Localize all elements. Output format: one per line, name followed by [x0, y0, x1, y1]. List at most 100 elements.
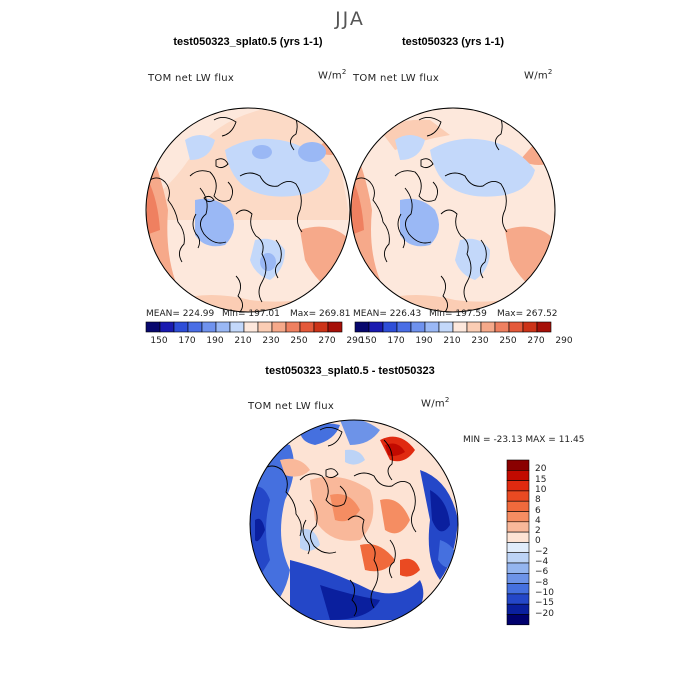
map-a-outline	[145, 107, 351, 313]
colorbar-b-swatch	[410, 321, 426, 333]
map-panel-a	[145, 107, 351, 313]
colorbar-b-swatch	[522, 321, 538, 333]
map-panel-b	[350, 107, 556, 313]
colorbar-a-swatch	[159, 321, 175, 333]
colorbar-c-tick-label: 8	[535, 495, 541, 506]
colorbar-c-swatch	[506, 469, 530, 481]
colorbar-a-swatch	[327, 321, 343, 333]
colorbar-c-tick-label: −6	[535, 567, 549, 578]
panel-a-min: Min= 197.01	[222, 309, 280, 319]
colorbar-a-tick-label: 210	[234, 336, 252, 346]
panel-c-title: test050323_splat0.5 - test050323	[265, 365, 435, 377]
colorbar-c-tick-label: 4	[535, 515, 541, 526]
colorbar-b-swatch	[368, 321, 384, 333]
panel-a-mean-value: 224.99	[182, 309, 215, 319]
colorbar-c-swatch	[506, 552, 530, 564]
colorbar-b-tick-label: 210	[443, 336, 461, 346]
colorbar-c-tick-label: −4	[535, 557, 549, 567]
colorbar-b	[354, 321, 552, 333]
colorbar-c-tick-label: 20	[535, 464, 547, 475]
panel-a-max-value: 269.81	[319, 309, 351, 319]
colorbar-c-swatch	[506, 583, 530, 595]
colorbar-c-tick-label: 6	[535, 505, 541, 516]
colorbar-a-tick-label: 190	[206, 336, 224, 346]
panel-c-stats: MIN = -23.13 MAX = 11.45	[463, 435, 584, 445]
panel-a-mean-label: MEAN=	[146, 309, 180, 319]
panel-b-max: Max= 267.52	[497, 309, 558, 319]
colorbar-a-swatch	[299, 321, 315, 333]
colorbar-b-swatch	[536, 321, 552, 333]
panel-b-units: W/m2	[524, 68, 553, 81]
panel-c-units: W/m2	[421, 396, 450, 409]
figure-title: JJA	[335, 8, 365, 30]
colorbar-b-tick-label: 270	[527, 336, 545, 346]
panel-b-min-value: 197.59	[455, 309, 487, 319]
colorbar-c-swatch	[506, 500, 530, 512]
panel-a-max-label: Max=	[290, 309, 317, 319]
colorbar-b-tick-label: 230	[471, 336, 489, 346]
colorbar-b-swatch	[508, 321, 524, 333]
panel-c-variable-label: TOM net LW flux	[248, 401, 335, 412]
panel-c-max-label: MAX =	[525, 435, 556, 445]
map-a-coastlines	[149, 109, 303, 312]
colorbar-a-swatch	[173, 321, 189, 333]
colorbar-c-tick-label: 10	[535, 484, 547, 495]
colorbar-b-swatch	[494, 321, 510, 333]
panel-c-units-base: W/m	[421, 398, 445, 410]
panel-a-units-exp: 2	[341, 68, 347, 76]
colorbar-a-swatch	[201, 321, 217, 333]
colorbar-c-tick-label: −15	[535, 598, 554, 609]
panel-c-max-value: 11.45	[558, 435, 585, 445]
panel-a-min-value: 197.01	[248, 309, 280, 319]
colorbar-a-swatch	[285, 321, 301, 333]
colorbar-a-swatch	[257, 321, 273, 333]
colorbar-a	[145, 321, 343, 333]
colorbar-c-tick-label: 0	[535, 536, 541, 547]
colorbar-a-swatch	[187, 321, 203, 333]
map-panel-c	[249, 419, 459, 629]
colorbar-c-swatch	[506, 490, 530, 502]
colorbar-a-tick-label: 250	[290, 336, 308, 346]
panel-b-title: test050323 (yrs 1-1)	[401, 36, 505, 48]
panel-b-units-exp: 2	[547, 68, 553, 76]
panel-a-units-base: W/m	[318, 70, 342, 82]
panel-b-mean-value: 226.43	[389, 309, 422, 319]
panel-b-stats: MEAN= 226.43	[353, 309, 421, 319]
colorbar-c-swatch	[506, 542, 530, 554]
panel-a-min-label: Min=	[222, 309, 246, 319]
colorbar-b-tick-label: 250	[499, 336, 517, 346]
map-b-outline	[350, 107, 556, 313]
panel-b-max-value: 267.52	[526, 309, 558, 319]
colorbar-c-tick-label: −20	[535, 608, 554, 619]
colorbar-a-tick-label: 290	[346, 336, 364, 346]
panel-a-max: Max= 269.81	[290, 309, 351, 319]
colorbar-b-tick-label: 290	[555, 336, 573, 346]
colorbar-c-swatch	[506, 614, 530, 626]
panel-b-max-label: Max=	[497, 309, 524, 319]
panel-a-units: W/m2	[318, 68, 347, 81]
colorbar-c-tick-label: 15	[535, 474, 547, 485]
map-b-coastlines	[354, 109, 508, 312]
colorbar-b-tick-label: 190	[415, 336, 433, 346]
colorbar-b-swatch	[438, 321, 454, 333]
colorbar-a-tick-label: 230	[262, 336, 280, 346]
panel-c-min-value: -23.13	[493, 435, 523, 445]
colorbar-c-swatch	[506, 511, 530, 523]
colorbar-b-tick-label: 150	[359, 336, 377, 346]
panel-b-mean-label: MEAN=	[353, 309, 387, 319]
panel-a-variable-label: TOM net LW flux	[148, 73, 235, 84]
panel-a-title: test050323_splat0.5 (yrs 1-1)	[173, 36, 323, 48]
colorbar-b-swatch	[466, 321, 482, 333]
colorbar-a-swatch	[215, 321, 231, 333]
colorbar-b-swatch	[396, 321, 412, 333]
map-c-outline	[249, 419, 459, 629]
colorbar-a-swatch	[313, 321, 329, 333]
colorbar-a-swatch	[271, 321, 287, 333]
colorbar-a-tick-label: 170	[178, 336, 196, 346]
panel-c-min-label: MIN =	[463, 435, 491, 445]
colorbar-a-swatch	[145, 321, 161, 333]
colorbar-c-swatch	[506, 603, 530, 615]
panel-b-variable-label: TOM net LW flux	[353, 73, 440, 84]
map-b-background	[351, 108, 555, 312]
